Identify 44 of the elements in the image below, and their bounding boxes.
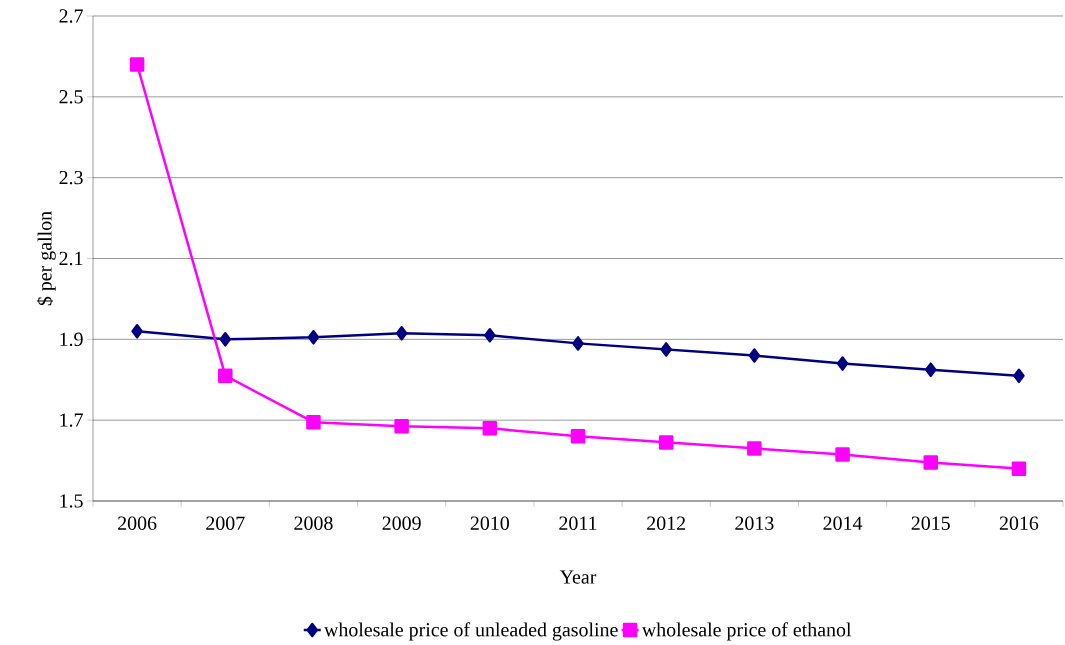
x-tick-label: 2012 — [647, 516, 686, 530]
point — [129, 57, 145, 72]
point — [307, 330, 320, 345]
point — [572, 336, 584, 351]
point — [131, 324, 143, 339]
x-tick-label: 2011 — [559, 516, 597, 530]
x-tick-label: 2009 — [382, 516, 421, 530]
x-tick-label: 2010 — [470, 516, 509, 530]
x-tick-label: 2015 — [911, 516, 950, 530]
legend-label: wholesale price of unleaded gasoline — [324, 622, 618, 641]
point — [658, 435, 674, 450]
y-tick-label: 1.9 — [60, 332, 83, 347]
point — [924, 362, 937, 377]
point — [660, 342, 672, 357]
y-tick-label: 2.1 — [59, 251, 83, 266]
point — [835, 447, 850, 462]
point — [923, 455, 938, 470]
point — [1011, 461, 1027, 476]
x-tick-label: 2007 — [206, 516, 245, 530]
point — [306, 414, 321, 430]
point — [395, 326, 408, 341]
point — [219, 332, 232, 347]
y-tick-label: 2.3 — [59, 170, 83, 185]
y-tick-label: 2.7 — [59, 9, 83, 23]
legend-label: wholesale price of ethanol — [641, 622, 852, 641]
point — [394, 418, 409, 434]
x-axis-title: Year — [559, 570, 597, 584]
x-tick-label: 2014 — [823, 516, 863, 530]
point — [570, 429, 586, 444]
y-tick-label: 1.5 — [60, 494, 83, 508]
x-tick-label: 2013 — [735, 516, 774, 530]
point — [482, 421, 498, 436]
point — [836, 356, 849, 371]
point — [1013, 368, 1025, 383]
y-axis-title: $ per gallon — [37, 211, 56, 306]
x-tick-label: 2016 — [999, 516, 1039, 530]
x-tick-label: 2008 — [294, 516, 333, 530]
x-tick-label: 2006 — [118, 516, 157, 530]
y-tick-label: 1.7 — [60, 413, 83, 427]
point — [484, 328, 496, 343]
point — [218, 368, 233, 383]
point — [748, 348, 761, 363]
y-tick-label: 2.5 — [59, 90, 83, 104]
point — [747, 441, 762, 456]
